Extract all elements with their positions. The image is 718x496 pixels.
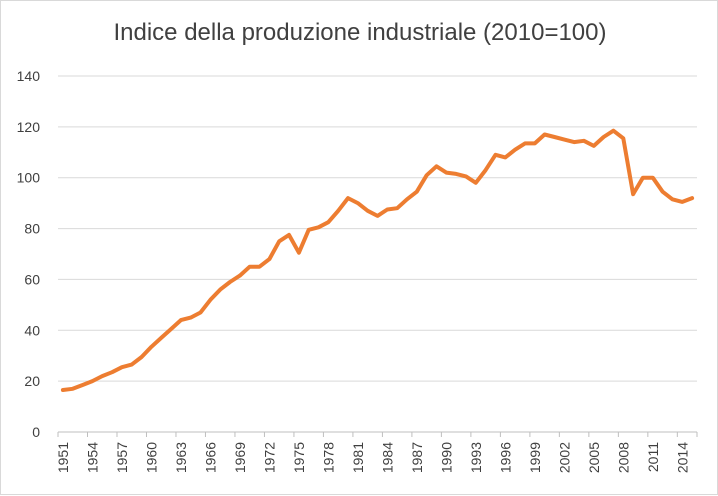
x-tick-label: 1975 bbox=[291, 442, 307, 473]
y-tick-label: 40 bbox=[24, 322, 40, 338]
x-tick-label: 2011 bbox=[645, 442, 661, 472]
x-axis: 1951 1954 1957 1960 1963 1966 1969 1972 1975 1978… bbox=[55, 431, 698, 473]
y-tick-label: 80 bbox=[24, 221, 40, 237]
y-tick-label: 0 bbox=[32, 424, 40, 440]
y-axis: 0 20 40 60 80 100 120 140 bbox=[17, 68, 41, 440]
x-tick-label: 1999 bbox=[527, 442, 543, 473]
x-tick-label: 1969 bbox=[232, 442, 248, 473]
x-tick-label: 2008 bbox=[615, 442, 631, 473]
x-tick-label: 2002 bbox=[556, 442, 572, 473]
series-line-produzione-industriale bbox=[60, 128, 695, 392]
y-tick-label: 140 bbox=[17, 68, 41, 84]
x-tick-label: 1960 bbox=[143, 442, 159, 473]
chart-title: Indice della produzione industriale (201… bbox=[113, 19, 607, 46]
series-layer bbox=[60, 128, 695, 392]
x-tick-label: 1981 bbox=[350, 442, 366, 473]
x-tick-label: 1957 bbox=[114, 442, 130, 473]
x-tick-label: 1990 bbox=[438, 442, 454, 473]
y-tick-label: 20 bbox=[24, 373, 40, 389]
x-tick-label: 1966 bbox=[202, 442, 218, 473]
x-tick-label: 2014 bbox=[674, 442, 690, 473]
x-tick-label: 1954 bbox=[84, 442, 100, 473]
gridlines bbox=[58, 75, 697, 433]
x-tick-label: 1963 bbox=[173, 442, 189, 473]
x-tick-label: 1972 bbox=[261, 442, 277, 473]
y-tick-label: 60 bbox=[24, 271, 40, 287]
x-tick-label: 1996 bbox=[497, 442, 513, 473]
x-tick-label: 1951 bbox=[55, 442, 71, 473]
y-tick-label: 100 bbox=[17, 170, 41, 186]
x-tick-label: 1984 bbox=[379, 442, 395, 473]
x-tick-label: 1978 bbox=[320, 442, 336, 473]
x-tick-label: 1993 bbox=[468, 442, 484, 473]
y-tick-label: 120 bbox=[17, 119, 41, 135]
x-tick-label: 2005 bbox=[586, 442, 602, 473]
x-tick-label: 1987 bbox=[409, 442, 425, 473]
